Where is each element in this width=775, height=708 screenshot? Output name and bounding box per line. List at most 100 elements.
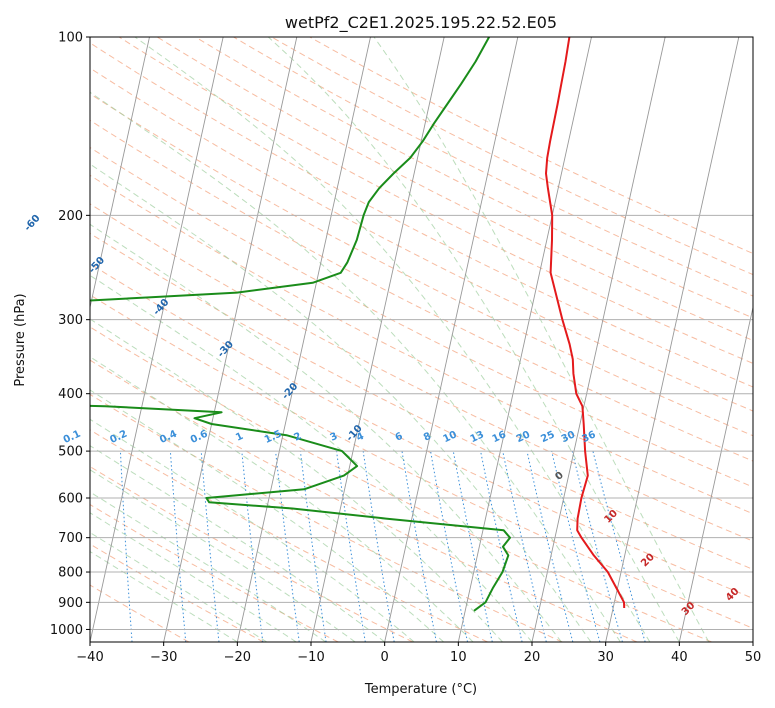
- isotherm-line: [90, 37, 224, 642]
- mixing-ratio-label: 20: [515, 429, 532, 445]
- temperature-profile-line: [545, 37, 626, 609]
- mixing-ratio-line: [119, 451, 133, 642]
- moist-adiabat-line: [90, 512, 297, 642]
- gridlines: [90, 36, 753, 630]
- mixing-ratio-label: 13: [469, 429, 486, 445]
- x-tick-label: 30: [597, 650, 614, 665]
- dry-adiabat-line: [308, 37, 753, 255]
- dry-adiabat-line: [232, 37, 753, 297]
- dry-adiabat-line: [90, 503, 339, 642]
- dry-adiabat-line: [156, 37, 753, 342]
- moist-adiabat-line: [90, 550, 238, 642]
- moist-adiabat-label: 0: [553, 470, 566, 483]
- moist-adiabat-line: [90, 418, 415, 642]
- x-tick-label: 50: [745, 650, 762, 665]
- mixing-ratio-line: [200, 451, 220, 642]
- mixing-ratio-line: [430, 451, 468, 642]
- mixing-ratio-label: 0.1: [62, 429, 83, 446]
- mixing-ratio-label: 3: [328, 431, 339, 444]
- mixing-ratio-label: 25: [539, 429, 556, 445]
- plot-frame: [89, 36, 754, 643]
- mixing-ratio-line: [592, 450, 646, 642]
- dry-adiabat-line: [90, 326, 712, 642]
- moist-adiabat-label: 40: [724, 586, 742, 604]
- moist-adiabat-label: 20: [639, 552, 657, 570]
- dry-adiabat-line: [90, 359, 638, 642]
- mixing-ratio-line: [299, 451, 327, 642]
- isotherm-label: -30: [216, 339, 236, 360]
- dry-adiabat-line: [90, 294, 753, 629]
- mixing-ratio-line: [526, 450, 574, 642]
- x-tick-label: −30: [150, 650, 177, 665]
- background-lines: [0, 37, 753, 642]
- moist-adiabat-line: [90, 469, 356, 642]
- isotherm-line: [457, 37, 592, 642]
- mixing-ratio-label: 0.2: [108, 429, 129, 446]
- moist-adiabat-line: [373, 37, 710, 642]
- mixing-ratio-line: [169, 451, 187, 642]
- dry-adiabat-line: [90, 232, 753, 570]
- dry-adiabat-line: [90, 393, 563, 642]
- isotherm-line: [0, 37, 76, 642]
- isotherm-line: [605, 37, 740, 642]
- y-tick-label: 500: [58, 445, 83, 460]
- mixing-ratio-line: [275, 451, 300, 642]
- dry-adiabat-line: [90, 584, 190, 642]
- dry-adiabat-line: [90, 119, 753, 462]
- mixing-ratio-line: [502, 450, 547, 642]
- dry-adiabat-line: [90, 146, 753, 488]
- mixing-ratio-label: 2: [292, 431, 303, 444]
- dry-adiabat-line: [90, 174, 753, 515]
- x-tick-label: −20: [224, 650, 251, 665]
- isotherm-line: [310, 37, 445, 642]
- moist-adiabat-line: [90, 163, 592, 642]
- dry-adiabat-line: [90, 93, 753, 437]
- x-tick-label: 10: [450, 650, 467, 665]
- moist-adiabat-line: [90, 91, 621, 642]
- moist-adiabat-line: [90, 491, 326, 642]
- x-tick-label: −40: [76, 650, 103, 665]
- mixing-ratio-line: [74, 451, 82, 642]
- dry-adiabat-line: [90, 263, 753, 599]
- dry-adiabat-line: [270, 37, 753, 276]
- moist-adiabat-line: [267, 37, 680, 642]
- y-tick-label: 700: [58, 531, 83, 546]
- dry-adiabat-line: [90, 67, 753, 412]
- moist-adiabat-line: [90, 389, 444, 642]
- moist-adiabat-line: [90, 445, 385, 642]
- chart-title: wetPf2_C2E1.2025.195.22.52.E05: [285, 13, 557, 33]
- mixing-ratio-label: 6: [394, 431, 405, 444]
- moist-adiabat-line: [90, 356, 474, 642]
- isotherm-line: [0, 37, 2, 642]
- moist-adiabat-line: [90, 223, 562, 642]
- y-tick-label: 1000: [50, 623, 83, 638]
- y-tick-label: 200: [58, 209, 83, 224]
- y-tick-label: 900: [58, 596, 83, 611]
- isotherm-label: -60: [22, 213, 42, 234]
- x-tick-label: 20: [524, 650, 541, 665]
- y-axis-label: Pressure (hPa): [13, 293, 28, 386]
- isotherm-line: [752, 639, 753, 642]
- y-tick-label: 600: [58, 492, 83, 507]
- x-axis-label: Temperature (°C): [364, 682, 477, 697]
- x-tick-label: −10: [297, 650, 324, 665]
- mixing-ratio-label: 0.4: [158, 429, 179, 446]
- dry-adiabat-line: [194, 37, 753, 319]
- isotherm-line: [678, 305, 753, 642]
- mixing-ratio-label: 16: [491, 429, 508, 445]
- isotherm-line: [163, 37, 298, 642]
- dry-adiabat-line: [90, 203, 753, 542]
- mixing-ratio-label: 36: [580, 429, 597, 445]
- isotherm-line: [384, 37, 519, 642]
- dry-adiabat-line: [90, 429, 488, 642]
- x-tick-label: 0: [381, 650, 389, 665]
- x-axis-ticks: −40 −30 −20 −10 0 10 20 30 40 50: [76, 642, 761, 665]
- dewpoint-profile-line: [90, 37, 490, 302]
- mixing-ratio-line: [336, 451, 366, 642]
- moist-adiabat-line: [90, 318, 503, 642]
- mixing-ratio-label: 10: [441, 429, 458, 445]
- x-tick-label: 40: [671, 650, 688, 665]
- isotherm-label: -40: [151, 297, 171, 318]
- data-lines: [90, 37, 626, 612]
